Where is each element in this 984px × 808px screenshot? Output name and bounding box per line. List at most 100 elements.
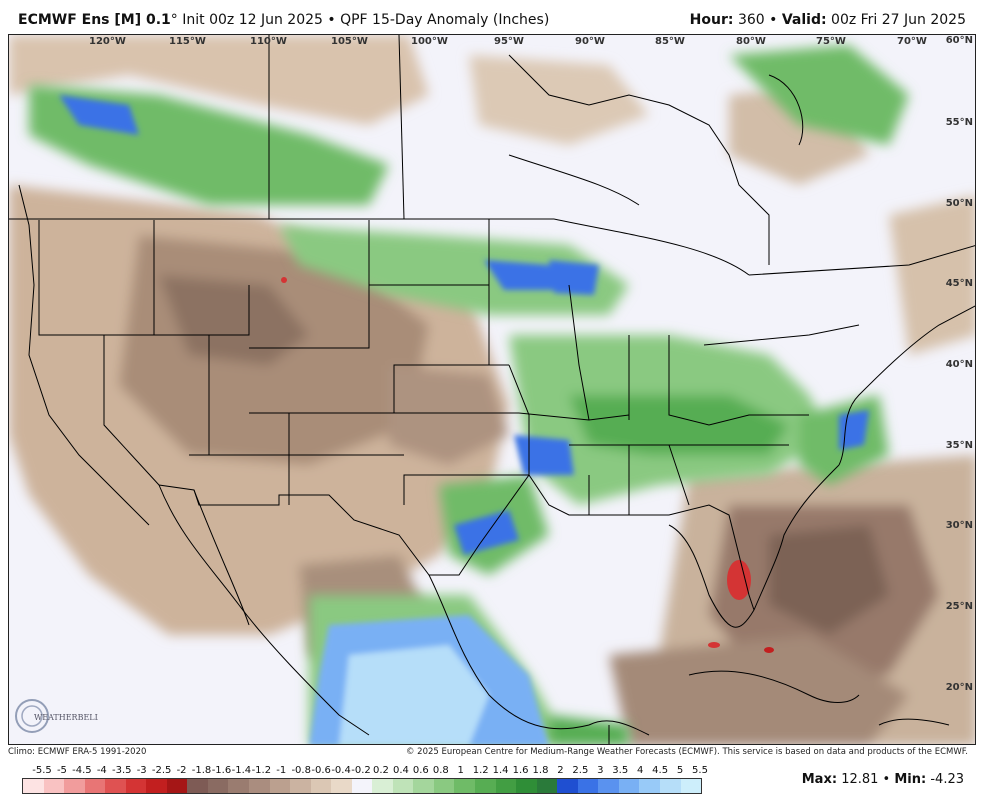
colorbar-swatch (475, 779, 496, 793)
colorbar-tick-label: -1.4 (231, 765, 252, 776)
lon-label: 105°W (331, 36, 368, 47)
colorbar-swatch (618, 779, 640, 793)
colorbar-tick-label: -1 (276, 765, 287, 776)
lat-label: 40°N (945, 359, 973, 370)
colorbar-swatch (413, 779, 434, 793)
lat-label: 60°N (945, 35, 973, 46)
hour-label: Hour: (689, 12, 734, 28)
colorbar-swatch (166, 779, 188, 793)
hour-value: 360 (737, 12, 765, 28)
lat-label: 25°N (945, 601, 973, 612)
colorbar-tick-label: -1.6 (211, 765, 232, 776)
colorbar-swatch (23, 779, 44, 793)
colorbar (22, 778, 702, 794)
colorbar-swatch (269, 779, 291, 793)
colorbar-tick-label: -4 (96, 765, 107, 776)
lat-label: 20°N (945, 682, 973, 693)
precip-anomaly-map (9, 35, 975, 744)
colorbar-swatch (433, 779, 455, 793)
colorbar-swatch (454, 779, 476, 793)
colorbar-tick-label: -1.8 (191, 765, 212, 776)
lon-label: 115°W (169, 36, 206, 47)
colorbar-swatch (680, 779, 702, 793)
separator: • (327, 12, 336, 28)
colorbar-swatch (290, 779, 311, 793)
lat-label: 50°N (945, 198, 973, 209)
colorbar-swatch (516, 779, 537, 793)
colorbar-tick-label: 5.5 (692, 765, 708, 776)
lon-label: 90°W (575, 36, 605, 47)
colorbar-tick-label: -5 (56, 765, 67, 776)
colorbar-swatch (495, 779, 517, 793)
map-panel[interactable]: 120°W 115°W 110°W 105°W 100°W 95°W 90°W … (8, 34, 976, 745)
colorbar-swatch (105, 779, 126, 793)
colorbar-tick-label: 2 (557, 765, 564, 776)
colorbar-swatch (228, 779, 250, 793)
colorbar-tick-label: -0.6 (311, 765, 331, 776)
colorbar-swatch (659, 779, 681, 793)
model-name: ECMWF Ens [M] 0.1 (18, 12, 171, 28)
title-right: Hour: 360 • Valid: 00z Fri 27 Jun 2025 (690, 12, 966, 28)
colorbar-tick-label: 2.5 (572, 765, 589, 776)
colorbar-swatch (64, 779, 85, 793)
header: ECMWF Ens [M] 0.1° Init 00z 12 Jun 2025 … (0, 0, 984, 33)
heavy-wet-areas (59, 95, 869, 744)
init-time: Init 00z 12 Jun 2025 (182, 12, 323, 28)
extreme-dry-spots (281, 277, 774, 653)
title-left: ECMWF Ens [M] 0.1° Init 00z 12 Jun 2025 … (18, 12, 549, 28)
colorbar-tick-label: 4.5 (652, 765, 669, 776)
coastlines (18, 184, 975, 744)
max-value: 12.81 (841, 772, 879, 787)
copyright-credit: © 2025 European Centre for Medium-Range … (405, 747, 968, 757)
colorbar-swatch (536, 779, 558, 793)
separator: • (769, 12, 778, 28)
colorbar-swatch (249, 779, 270, 793)
colorbar-tick-label: -0.4 (331, 765, 351, 776)
colorbar-tick-label: 3.5 (612, 765, 629, 776)
colorbar-swatch (331, 779, 352, 793)
valid-value: 00z Fri 27 Jun 2025 (831, 12, 966, 28)
logo-text: WEATHERBELL (34, 713, 98, 722)
product-name: QPF 15-Day Anomaly (Inches) (340, 12, 550, 28)
colorbar-tick-label: 3 (597, 765, 604, 776)
lon-label: 120°W (89, 36, 126, 47)
colorbar-swatch (43, 779, 65, 793)
colorbar-tick-label: 1.6 (512, 765, 529, 776)
colorbar-swatch (557, 779, 578, 793)
colorbar-swatch (207, 779, 229, 793)
colorbar-tick-label: 1.8 (532, 765, 549, 776)
colorbar-tick-label: -3 (136, 765, 147, 776)
colorbar-swatch (125, 779, 147, 793)
colorbar-swatch (639, 779, 660, 793)
colorbar-swatch (598, 779, 619, 793)
max-label: Max: (801, 772, 838, 787)
colorbar-swatch (84, 779, 106, 793)
min-value: -4.23 (930, 772, 964, 787)
colorbar-tick-label: -0.8 (291, 765, 311, 776)
valid-label: Valid: (781, 12, 827, 28)
lat-label: 30°N (945, 520, 973, 531)
lon-label: 80°W (736, 36, 766, 47)
colorbar-swatch (187, 779, 208, 793)
colorbar-tick-label: 5 (676, 765, 684, 776)
lat-label: 45°N (945, 278, 973, 289)
lon-label: 75°W (816, 36, 846, 47)
colorbar-tick-label: 1.4 (492, 765, 509, 776)
climo-credit: Climo: ECMWF ERA-5 1991-2020 (8, 747, 147, 757)
colorbar-swatch (146, 779, 167, 793)
separator: • (882, 772, 891, 787)
colorbar-tick-label: 0.6 (412, 765, 429, 776)
degree-symbol: ° (170, 12, 178, 28)
colorbar-tick-label: 1.2 (472, 765, 489, 776)
colorbar-tick-label: -1.2 (251, 765, 272, 776)
colorbar-swatch (372, 779, 393, 793)
colorbar-tick-label: -2 (176, 765, 187, 776)
colorbar-tick-label: 4 (636, 765, 644, 776)
colorbar-swatch (310, 779, 332, 793)
lon-label: 95°W (494, 36, 524, 47)
colorbar-tick-label: 0.2 (373, 765, 389, 776)
colorbar-tick-label: -3.5 (111, 765, 132, 776)
colorbar-tick-label: -4.5 (72, 765, 92, 776)
lon-label: 70°W (897, 36, 927, 47)
colorbar-tick-label: -2.5 (151, 765, 172, 776)
